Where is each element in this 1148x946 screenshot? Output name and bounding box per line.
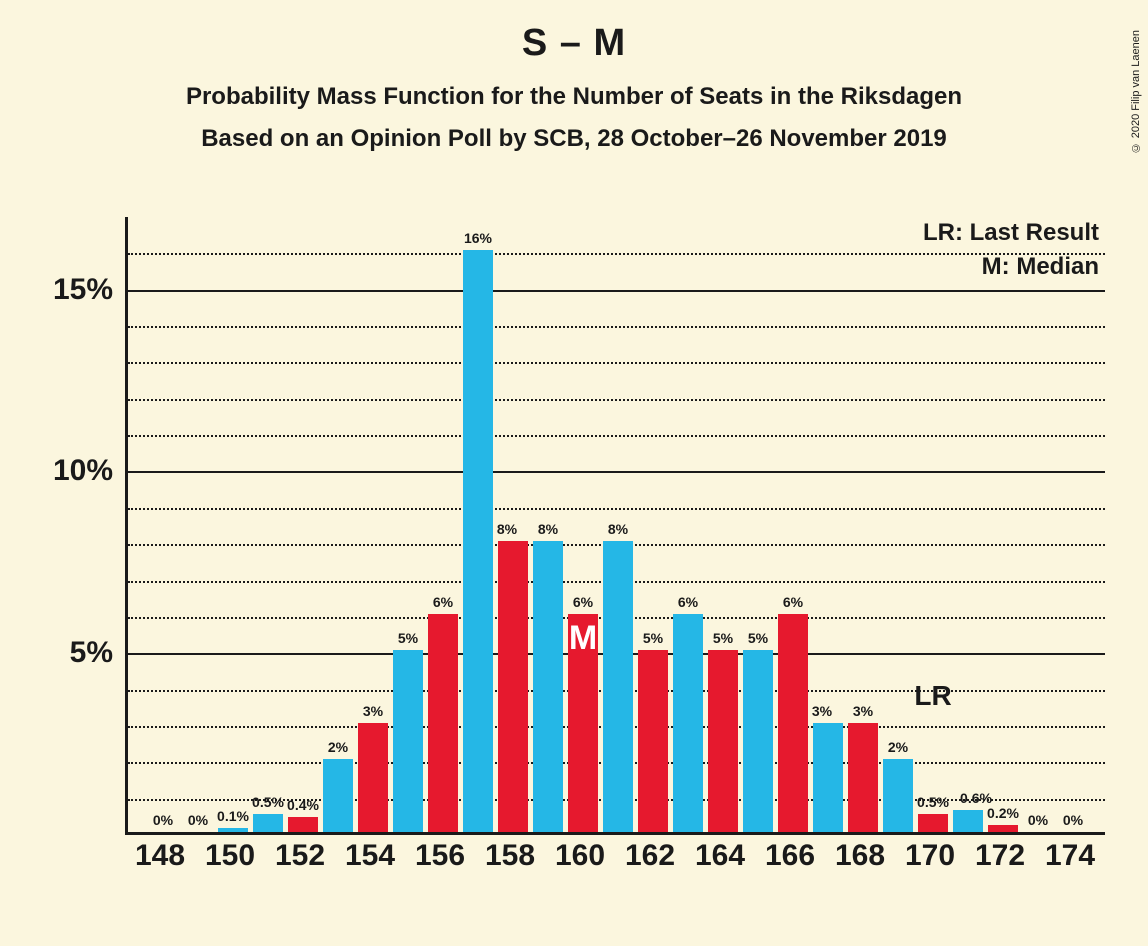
x-tick-label: 172: [975, 839, 1025, 873]
x-tick-label: 166: [765, 839, 815, 873]
x-tick-label: 148: [135, 839, 185, 873]
chart-subtitle-1: Probability Mass Function for the Number…: [0, 83, 1148, 111]
x-tick-label: 160: [555, 839, 605, 873]
y-tick-label: 10%: [53, 454, 113, 488]
x-tick-label: 154: [345, 839, 395, 873]
x-tick-label: 164: [695, 839, 745, 873]
y-tick-label: 5%: [70, 636, 113, 670]
copyright-text: © 2020 Filip van Laenen: [1130, 30, 1142, 153]
x-tick-label: 168: [835, 839, 885, 873]
x-tick-label: 150: [205, 839, 255, 873]
x-tick-label: 162: [625, 839, 675, 873]
x-tick-label: 170: [905, 839, 955, 873]
y-tick-label: 15%: [53, 273, 113, 307]
x-tick-label: 174: [1045, 839, 1095, 873]
chart-title: S – M: [0, 22, 1148, 65]
x-tick-label: 152: [275, 839, 325, 873]
x-tick-label: 156: [415, 839, 465, 873]
chart-subtitle-2: Based on an Opinion Poll by SCB, 28 Octo…: [0, 125, 1148, 153]
axis-labels-layer: 5%10%15%14815015215415615816016216416616…: [125, 217, 1105, 835]
x-tick-label: 158: [485, 839, 535, 873]
